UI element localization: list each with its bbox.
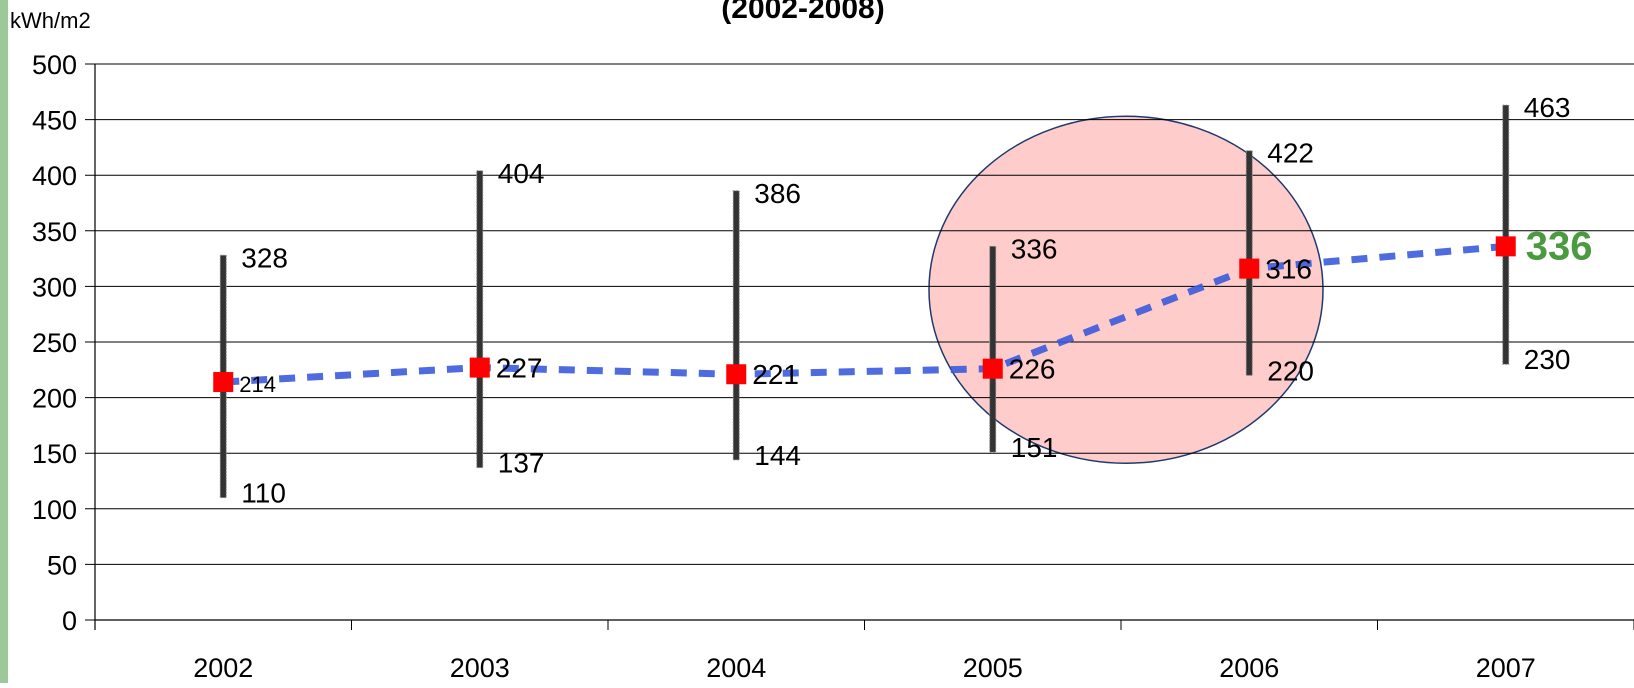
data-point (469, 357, 490, 378)
highlight-ellipse (928, 115, 1324, 464)
range-max-label: 386 (754, 178, 801, 209)
range-whisker (476, 170, 484, 469)
data-point (1495, 236, 1516, 257)
value-label: 227 (496, 353, 543, 384)
x-tick-label: 2004 (706, 653, 766, 683)
y-tick-label: 500 (32, 50, 77, 80)
range-min-label: 137 (498, 448, 545, 479)
y-tick-label: 0 (62, 606, 77, 636)
range-min-label: 230 (1524, 344, 1571, 375)
range-max-label: 422 (1267, 138, 1314, 169)
range-whisker (989, 245, 997, 453)
x-tick-label: 2007 (1476, 653, 1536, 683)
range-min-label: 144 (754, 440, 801, 471)
value-label: 221 (752, 359, 799, 390)
x-tick-label: 2002 (193, 653, 253, 683)
range-min-label: 220 (1267, 355, 1314, 386)
y-tick-label: 350 (32, 217, 77, 247)
range-whisker (1502, 104, 1510, 365)
value-label: 214 (239, 372, 276, 397)
data-point (726, 364, 747, 385)
data-point (1239, 258, 1260, 279)
data-point (982, 358, 1003, 379)
range-max-label: 404 (498, 158, 545, 189)
range-min-label: 151 (1011, 432, 1058, 463)
range-max-label: 463 (1524, 92, 1571, 123)
chart-title: (2002-2008) (721, 0, 884, 25)
range-whisker (732, 190, 740, 461)
accent-stripe (0, 0, 8, 683)
y-tick-label: 400 (32, 161, 77, 191)
y-tick-label: 450 (32, 106, 77, 136)
value-label: 226 (1009, 354, 1056, 385)
x-tick-label: 2006 (1219, 653, 1279, 683)
data-point (213, 372, 234, 393)
range-max-label: 328 (241, 242, 288, 273)
value-label: 316 (1265, 254, 1312, 285)
range-max-label: 336 (1011, 233, 1058, 264)
y-axis-label: kWh/m2 (10, 8, 91, 33)
y-tick-label: 50 (47, 550, 77, 580)
x-tick-label: 2003 (450, 653, 510, 683)
y-tick-label: 300 (32, 272, 77, 302)
range-min-label: 110 (241, 478, 286, 509)
y-tick-label: 250 (32, 328, 77, 358)
value-label-emphasized: 336 (1526, 224, 1593, 268)
y-tick-label: 200 (32, 384, 77, 414)
y-tick-label: 100 (32, 495, 77, 525)
y-tick-label: 150 (32, 439, 77, 469)
x-tick-label: 2005 (963, 653, 1023, 683)
